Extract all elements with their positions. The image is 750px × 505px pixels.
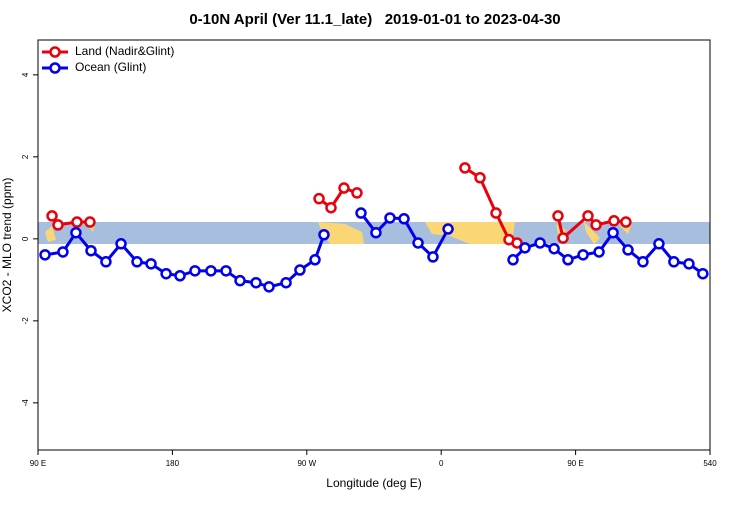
point <box>205 265 217 277</box>
point <box>131 256 143 268</box>
point <box>294 264 306 276</box>
point <box>474 172 486 184</box>
point <box>57 246 69 258</box>
point <box>683 258 695 270</box>
point <box>313 192 325 205</box>
y-tick-label: 4 <box>21 72 30 77</box>
point <box>622 244 634 256</box>
point <box>607 226 619 239</box>
legend-marker <box>49 62 61 74</box>
x-tick-label: 90 E <box>567 459 583 468</box>
point <box>507 254 519 266</box>
point <box>71 216 83 228</box>
point <box>145 258 157 270</box>
point <box>590 219 602 231</box>
point <box>84 216 96 228</box>
point <box>557 232 569 244</box>
point <box>46 210 58 222</box>
x-axis-label: Longitude (deg E) <box>326 476 421 490</box>
point <box>534 237 546 249</box>
point <box>351 187 363 199</box>
point <box>100 256 112 268</box>
x-tick-label: 90 E <box>30 459 46 468</box>
point <box>608 215 620 227</box>
x-tick-label: 0 <box>439 459 444 468</box>
point <box>355 207 367 219</box>
point <box>398 213 410 225</box>
point <box>548 242 560 255</box>
point <box>174 270 186 282</box>
point <box>70 226 82 239</box>
point <box>697 267 709 280</box>
point <box>39 249 51 261</box>
x-tick-label: 180 <box>166 459 180 468</box>
legend-label: Ocean (Glint) <box>75 60 146 74</box>
point <box>552 210 564 222</box>
point <box>85 244 97 257</box>
point <box>459 162 471 174</box>
x-tick-label: 540 <box>703 459 717 468</box>
legend-label: Land (Nadir&Glint) <box>75 44 174 58</box>
point <box>668 256 680 268</box>
x-tick-label: 90 W <box>297 459 316 468</box>
series-line <box>50 166 627 245</box>
point <box>318 229 330 241</box>
point <box>52 219 64 231</box>
point <box>189 265 201 277</box>
point <box>325 201 337 214</box>
point <box>250 276 262 289</box>
point <box>263 281 275 293</box>
point <box>280 276 292 289</box>
point <box>511 237 523 249</box>
point <box>384 212 396 224</box>
point <box>220 265 232 277</box>
point <box>115 238 127 250</box>
point <box>582 210 594 222</box>
point <box>442 223 454 235</box>
point <box>577 249 589 261</box>
y-tick-label: 2 <box>21 154 30 159</box>
plot-frame <box>37 39 711 451</box>
point <box>593 246 605 258</box>
point <box>519 242 531 254</box>
point <box>620 216 632 228</box>
y-tick-label: -2 <box>21 317 30 325</box>
point <box>427 251 439 263</box>
chart-title: 0-10N April (Ver 11.1_late) 2019-01-01 t… <box>189 11 560 28</box>
point <box>309 254 321 266</box>
point <box>370 226 382 239</box>
point <box>234 274 246 287</box>
point <box>490 207 502 219</box>
legend: Land (Nadir&Glint) Ocean (Glint) <box>42 44 174 74</box>
legend-marker <box>49 46 61 58</box>
y-axis-label: XCO2 - MLO trend (ppm) <box>0 178 14 313</box>
y-tick-label: -4 <box>21 399 30 407</box>
point <box>412 237 424 249</box>
point <box>653 238 665 250</box>
point <box>160 267 172 280</box>
point <box>637 256 649 268</box>
y-tick-label: 0 <box>21 236 30 241</box>
point <box>562 254 574 266</box>
point <box>338 182 350 194</box>
